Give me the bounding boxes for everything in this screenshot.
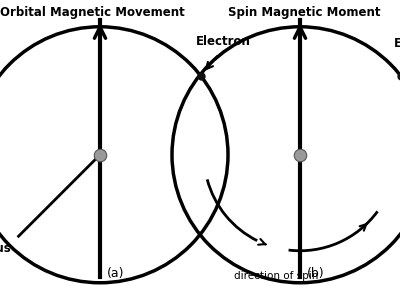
Text: (b): (b) [307,267,325,280]
Text: Electron: Electron [196,35,250,48]
Text: Spin Magnetic Moment: Spin Magnetic Moment [228,6,380,19]
Text: Orbital Magnetic Movement: Orbital Magnetic Movement [0,6,184,19]
Text: (a): (a) [107,267,125,280]
Text: direction of spin: direction of spin [234,271,318,281]
Text: Electron: Electron [394,37,400,50]
Text: At nucleus: At nucleus [0,242,10,255]
